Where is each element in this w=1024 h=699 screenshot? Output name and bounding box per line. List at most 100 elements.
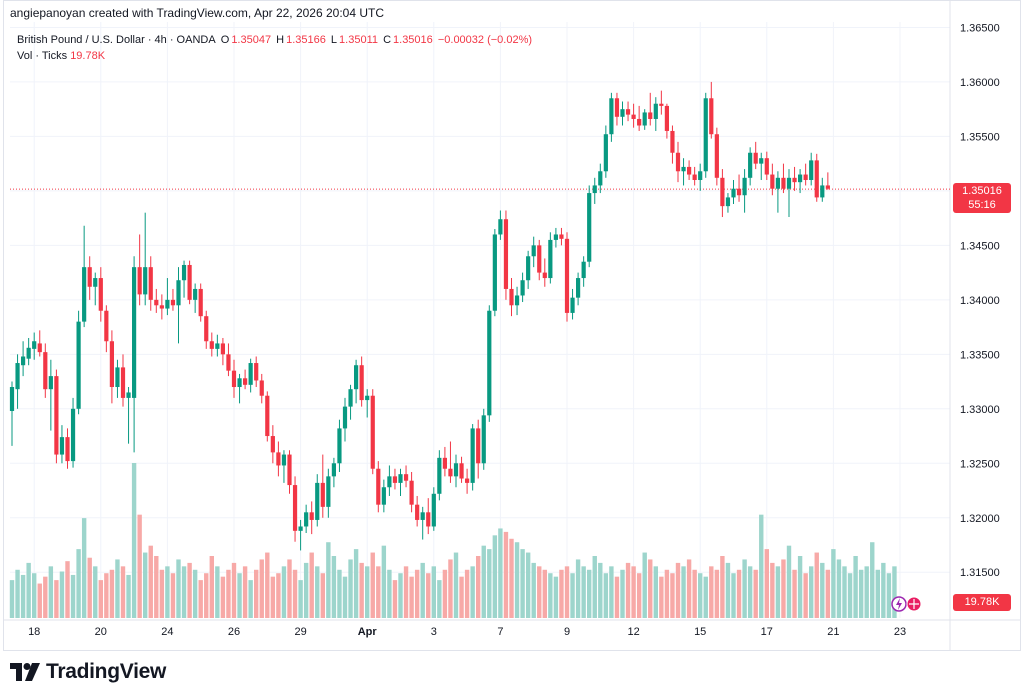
candle-body [820, 185, 825, 198]
candle-body [337, 428, 342, 464]
volume-bar [254, 569, 259, 618]
indicator-icons [891, 596, 922, 612]
volume-bar [875, 569, 880, 618]
candle-body [537, 245, 542, 273]
candle-body [742, 177, 747, 196]
volume-bar [192, 569, 198, 618]
y-tick-label: 1.32500 [960, 458, 1000, 470]
volume-bar [54, 580, 59, 618]
volume-bar [65, 561, 70, 618]
volume-bar [881, 562, 886, 618]
y-tick-label: 1.31500 [960, 567, 1000, 579]
volume-bar [587, 569, 592, 618]
y-tick-label: 1.36000 [960, 77, 1000, 89]
candle-body [265, 395, 270, 437]
x-tick-label: 12 [627, 626, 639, 638]
volume-bar [376, 566, 381, 618]
candle-body [209, 341, 214, 349]
candle-body [459, 463, 464, 479]
candle-body [181, 264, 187, 281]
volume-bar [487, 549, 492, 618]
volume-bar [320, 573, 325, 618]
candle-body [620, 109, 625, 117]
candle-body [775, 177, 780, 189]
candle-body [498, 219, 503, 235]
volume-bar [26, 562, 31, 618]
volume-bar [242, 566, 248, 618]
volume-bar [226, 569, 231, 618]
x-tick-label: Apr [358, 626, 378, 638]
volume-bar [81, 518, 87, 618]
volume-bar [698, 573, 703, 618]
candle-body [426, 512, 431, 527]
volume-bar [409, 576, 414, 618]
candle-body [576, 278, 581, 298]
candle-body [648, 112, 653, 119]
candle-body [59, 437, 65, 455]
volume-bar [303, 562, 309, 618]
x-tick-label: 21 [827, 626, 839, 638]
candle-body [465, 478, 470, 483]
candle-body [365, 395, 370, 401]
volume-bar [442, 569, 448, 618]
candle-body [9, 387, 15, 411]
candle-body [170, 299, 176, 306]
volume-bar [403, 566, 409, 618]
candle-body [148, 267, 153, 300]
volume-bar [648, 559, 653, 618]
volume-label[interactable]: Vol · Ticks [17, 50, 68, 62]
volume-bar [531, 562, 536, 618]
volume-bar [870, 542, 875, 618]
volume-bar [59, 571, 65, 618]
volume-bar [842, 566, 847, 618]
volume-bar [581, 566, 586, 618]
candle-body [809, 160, 814, 180]
y-tick-label: 1.34000 [960, 295, 1000, 307]
candle-body [559, 234, 564, 239]
volume-bar [131, 463, 137, 618]
volume-bar [736, 569, 742, 618]
symbol-label[interactable]: British Pound / U.S. Dollar · 4h · OANDA [17, 34, 216, 46]
x-tick-label: 24 [161, 626, 173, 638]
volume-bar [187, 562, 192, 618]
volume-bar [564, 566, 570, 618]
volume-bar [220, 576, 226, 618]
candle-body [470, 428, 475, 483]
volume-bar [414, 569, 420, 618]
candle-body [520, 280, 525, 296]
volume-value: 19.78K [70, 50, 106, 62]
candle-body [237, 378, 242, 388]
volume-bar [820, 562, 825, 618]
volume-bar [803, 573, 808, 618]
candle-body [54, 376, 59, 455]
candle-body [292, 485, 298, 531]
volume-bar [864, 566, 869, 618]
candle-body [381, 487, 386, 505]
volume-bar [76, 549, 81, 618]
y-tick-label: 1.33000 [960, 404, 1000, 416]
candle-body [659, 103, 664, 106]
candle-body [598, 171, 603, 186]
volume-bar [659, 576, 664, 618]
x-tick-label: 7 [497, 626, 503, 638]
candle-body [270, 436, 275, 453]
candle-body [48, 376, 53, 390]
candle-body [814, 160, 819, 198]
volume-bar [98, 580, 103, 618]
candle-body [442, 457, 447, 469]
tradingview-logo[interactable]: TradingView [10, 660, 166, 684]
volume-bar [703, 576, 708, 618]
volume-bar [609, 566, 614, 618]
volume-bar [620, 569, 625, 618]
candle-body [370, 395, 375, 469]
candle-body [670, 130, 675, 153]
y-tick-label: 1.34500 [960, 240, 1000, 252]
candle-body [165, 299, 170, 309]
candle-body [687, 166, 692, 175]
volume-bar [215, 566, 220, 618]
candle-body [526, 256, 531, 281]
candle-body [448, 468, 453, 477]
change-value: −0.00032 (−0.02%) [437, 34, 533, 46]
chart-header: angiepanoyan created with TradingView.co… [10, 6, 385, 20]
